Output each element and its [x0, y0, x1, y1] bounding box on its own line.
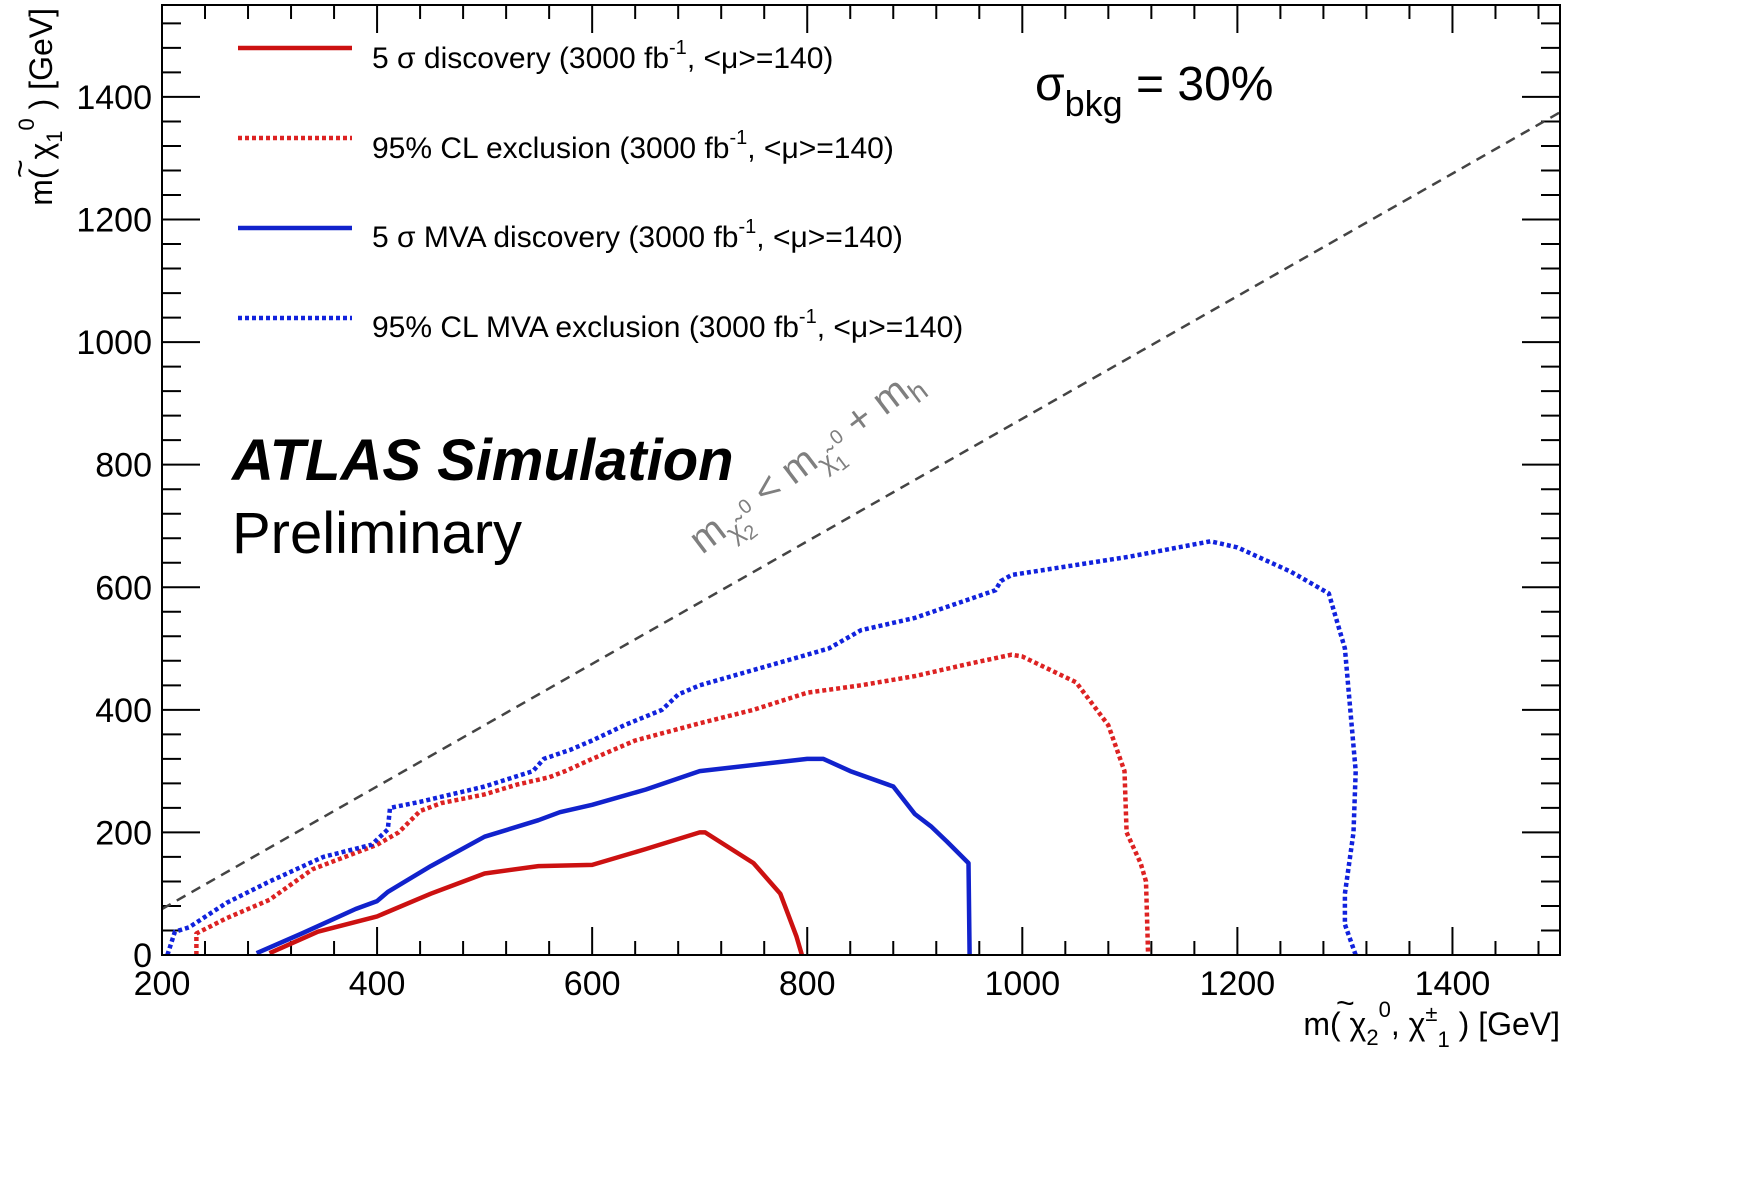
x-tick-label: 400 [349, 965, 406, 1003]
x-tick-label: 1200 [1200, 965, 1276, 1003]
series-line-0 [268, 830, 805, 956]
sigma-bkg-label: σbkg = 30% [1035, 58, 1273, 124]
legend-entry-discovery: 5 σ discovery (3000 fb-1, <μ>=140) [372, 37, 833, 75]
y-tick-label: 1000 [76, 324, 152, 362]
series-line-2 [255, 756, 972, 956]
y-tick-label: 200 [95, 814, 152, 852]
y-tick-label: 0 [133, 937, 152, 975]
x-tick-label: 1400 [1415, 965, 1491, 1003]
x-tick-label: 600 [564, 965, 621, 1003]
axis-ticks [161, 5, 1560, 956]
y-tick-label: 1400 [76, 79, 152, 117]
series-lines [161, 111, 1561, 956]
preliminary-label: Preliminary [232, 501, 522, 566]
legend-entry-mva-discovery: 5 σ MVA discovery (3000 fb-1, <μ>=140) [372, 216, 903, 254]
tick-labels: 200 400 600 800 1000 1200 14000200400600800100… [76, 79, 1490, 1003]
legend-entry-exclusion: 95% CL exclusion (3000 fb-1, <μ>=140) [372, 127, 894, 165]
y-tick-label: 800 [95, 447, 152, 485]
plot-frame [161, 4, 1561, 956]
atlas-label: ATLAS Simulation [230, 428, 734, 493]
x-tick-label: 200 [134, 965, 191, 1003]
x-tick-label: 1000 [984, 965, 1060, 1003]
legend-entry-mva-exclusion: 95% CL MVA exclusion (3000 fb-1, <μ>=140… [372, 306, 963, 344]
x-axis-title: m( χ20, χ±1 ) [GeV] [1303, 997, 1560, 1052]
y-axis-tilde: ~ [2, 159, 38, 178]
y-axis-title: m( χ10 ) [GeV] [14, 8, 67, 206]
x-axis-tilde: ~ [1336, 985, 1355, 1021]
y-tick-label: 600 [95, 569, 152, 607]
series-line-1 [194, 652, 1151, 956]
series-line-3 [165, 539, 1358, 956]
legend: 5 σ discovery (3000 fb-1, <μ>=140) 95% C… [238, 37, 963, 344]
y-tick-label: 400 [95, 692, 152, 730]
y-tick-label: 1200 [76, 202, 152, 240]
series-line-4 [161, 111, 1561, 911]
x-tick-label: 800 [779, 965, 836, 1003]
